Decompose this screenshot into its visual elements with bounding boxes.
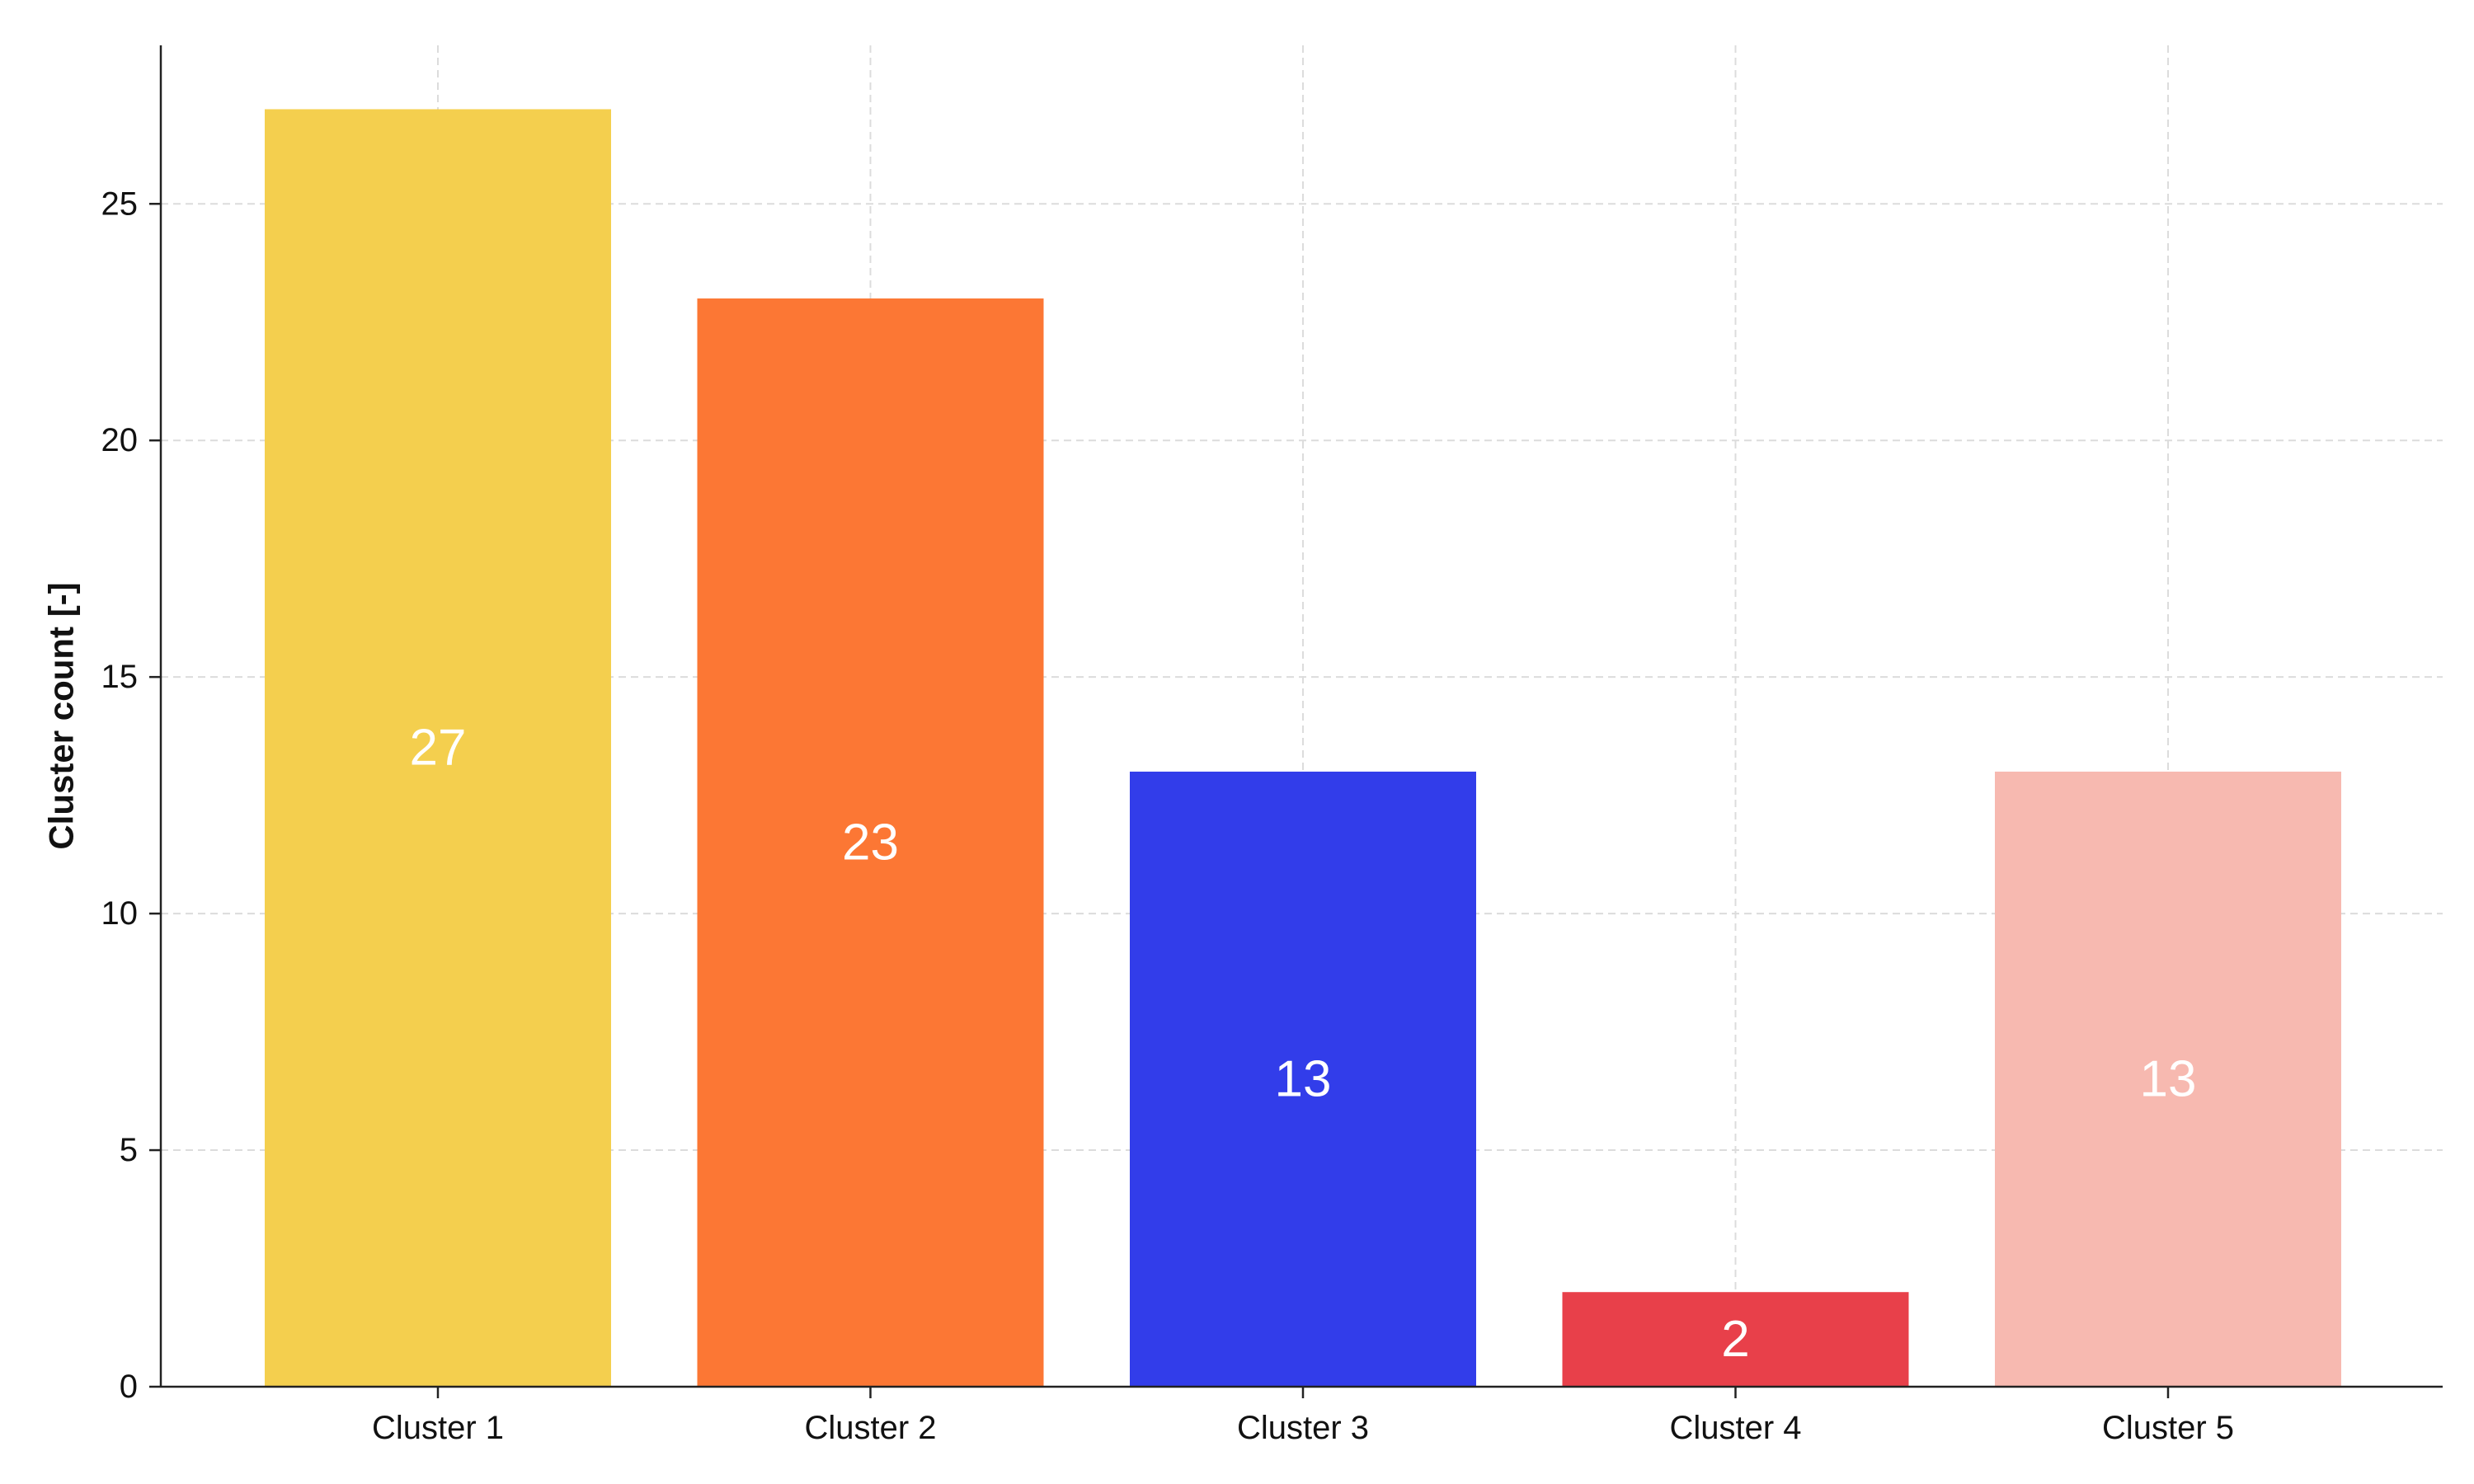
x-tick-label: Cluster 1 [372, 1410, 504, 1446]
y-tick-label: 0 [120, 1369, 138, 1405]
y-axis-title: Cluster count [-] [42, 582, 81, 849]
x-tick-label: Cluster 2 [804, 1410, 936, 1446]
bar [265, 109, 611, 1387]
bar-value-label: 27 [410, 720, 467, 777]
bar-value-label: 2 [1721, 1311, 1749, 1368]
y-tick-label: 15 [101, 659, 139, 695]
bar [1995, 771, 2341, 1387]
bar [1130, 771, 1476, 1387]
bar [697, 298, 1044, 1387]
bar-value-labels: 27 23 13 2 13 [410, 720, 2197, 1368]
x-tick-label: Cluster 3 [1237, 1410, 1369, 1446]
bar [1562, 1292, 1909, 1387]
x-tick-label: Cluster 5 [2102, 1410, 2234, 1446]
y-ticks: 0 5 10 15 20 25 [101, 186, 161, 1405]
bar-value-label: 13 [1275, 1050, 1332, 1107]
y-tick-label: 5 [120, 1132, 138, 1168]
x-ticks: Cluster 1 Cluster 2 Cluster 3 Cluster 4 Clus… [372, 1387, 2234, 1446]
bar-value-label: 23 [842, 815, 899, 871]
axes [159, 45, 2443, 1388]
y-tick-label: 10 [101, 895, 139, 932]
x-tick-label: Cluster 4 [1669, 1410, 1801, 1446]
y-tick-label: 25 [101, 186, 139, 222]
y-tick-label: 20 [101, 422, 139, 458]
bars [265, 109, 2341, 1387]
bar-value-label: 13 [2140, 1050, 2197, 1107]
